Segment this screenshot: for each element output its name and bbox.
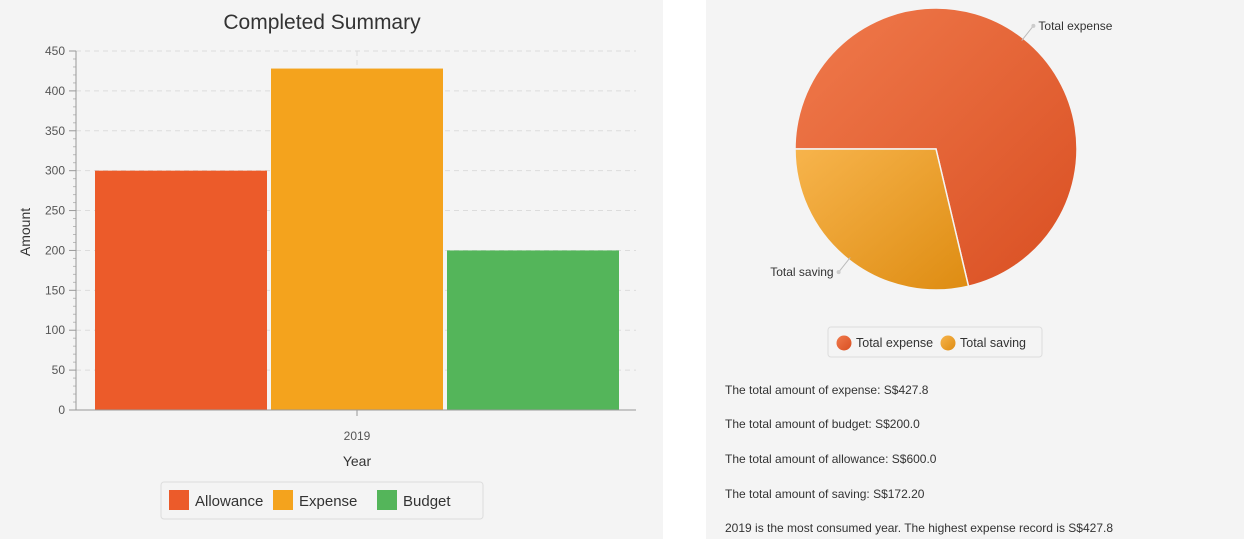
- pie-leader-line: [838, 257, 851, 273]
- legend-swatch-allowance: [169, 490, 189, 510]
- pie-slices: [794, 7, 1078, 291]
- y-axis-title: Amount: [17, 208, 33, 256]
- legend-swatch-expense: [273, 490, 293, 510]
- pie-leader-dot: [836, 270, 841, 275]
- pie-leader-line: [1021, 25, 1034, 41]
- summary-budget: The total amount of budget: S$200.0: [725, 417, 920, 431]
- summary-most-consumed: 2019 is the most consumed year. The high…: [725, 521, 1114, 535]
- y-tick-label: 250: [45, 204, 65, 218]
- legend-label-expense: Expense: [299, 493, 357, 510]
- summary-expense: The total amount of expense: S$427.8: [725, 383, 929, 397]
- pie-legend-symbol: [940, 335, 956, 351]
- pie-leader-dot: [1031, 23, 1036, 28]
- bar-budget[interactable]: [447, 250, 619, 410]
- pie-legend: Total expense Total saving: [827, 326, 1043, 358]
- bars: [95, 68, 619, 410]
- pie-legend-label: Total saving: [960, 336, 1026, 350]
- legend: Allowance Expense Budget: [160, 481, 484, 520]
- y-tick-label: 300: [45, 164, 65, 178]
- legend-label-allowance: Allowance: [195, 493, 263, 510]
- x-axis: 2019: [76, 409, 636, 443]
- y-axis: 0 50 100 150 200 250 300 350 400 450: [45, 44, 77, 417]
- y-tick-label: 0: [58, 403, 65, 417]
- bar-chart: Completed Summary 0 50 100 150 200 250 300 350 4…: [17, 11, 636, 520]
- summary-allowance: The total amount of allowance: S$600.0: [725, 452, 937, 466]
- x-axis-title: Year: [343, 453, 372, 469]
- y-tick-label: 200: [45, 243, 65, 257]
- pie-chart-panel: Total expense Total saving Total expense T…: [706, 0, 1244, 539]
- bar-expense[interactable]: [271, 68, 443, 410]
- x-tick-label: 2019: [344, 429, 371, 443]
- bar-chart-panel: Completed Summary 0 50 100 150 200 250 300 350 4…: [0, 0, 663, 539]
- summary-saving: The total amount of saving: S$172.20: [725, 487, 925, 501]
- pie-label-total-saving: Total saving: [770, 265, 833, 279]
- legend-label-budget: Budget: [403, 493, 451, 510]
- y-tick-label: 150: [45, 283, 65, 297]
- y-tick-label: 450: [45, 44, 65, 58]
- bar-allowance[interactable]: [95, 170, 267, 410]
- y-tick-label: 350: [45, 124, 65, 138]
- pie-legend-symbol: [836, 335, 852, 351]
- pie-legend-box: [827, 326, 1043, 358]
- legend-box: [160, 481, 484, 520]
- chart-title: Completed Summary: [223, 11, 421, 34]
- pie-label-total-expense: Total expense: [1038, 19, 1112, 33]
- y-tick-label: 50: [52, 363, 66, 377]
- y-tick-label: 400: [45, 84, 65, 98]
- y-tick-label: 100: [45, 323, 65, 337]
- legend-swatch-budget: [377, 490, 397, 510]
- pie-labels: Total expense Total saving: [770, 19, 1113, 279]
- pie-legend-label: Total expense: [856, 336, 933, 350]
